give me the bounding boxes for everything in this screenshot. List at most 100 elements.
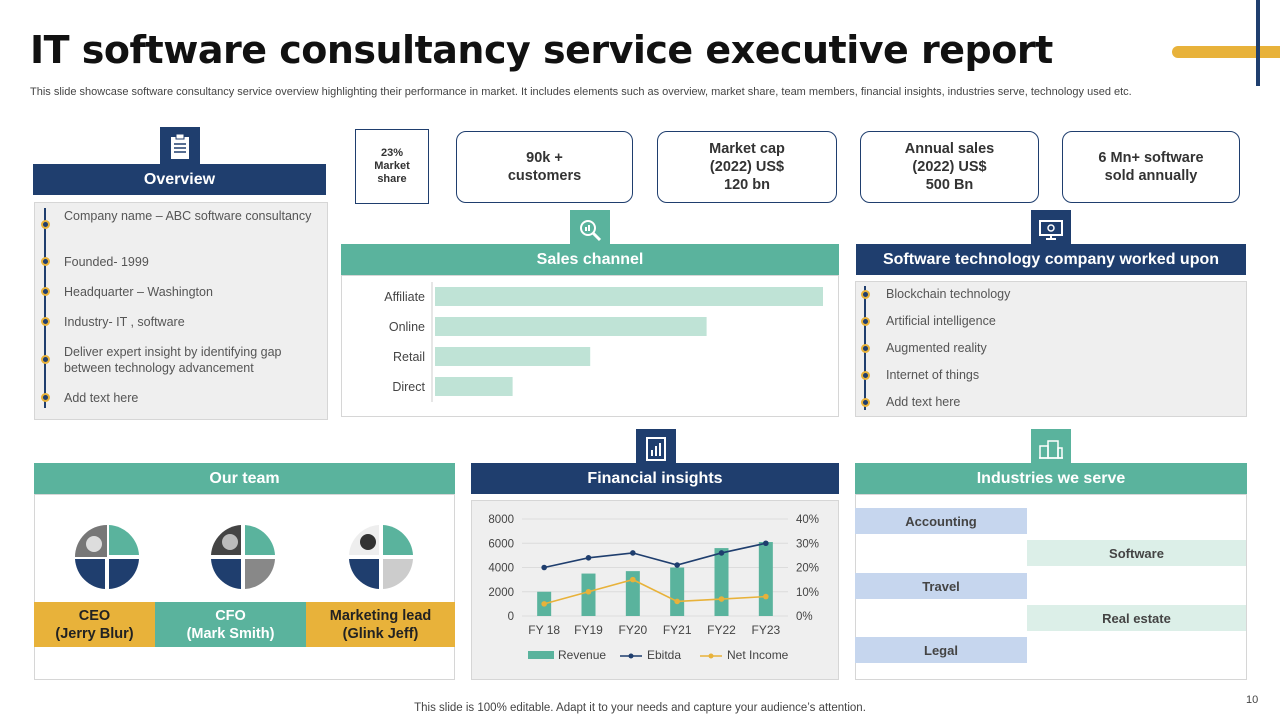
kpi-annual-sales: Annual sales (2022) US$ 500 Bn	[860, 131, 1039, 203]
category-label: Affiliate	[384, 290, 425, 304]
technology-panel	[855, 281, 1247, 417]
decorative-line	[1256, 0, 1260, 86]
overview-timeline	[44, 208, 46, 408]
net-income-point	[585, 588, 592, 595]
page-subtitle: This slide showcase software consultancy…	[30, 86, 1132, 98]
y-tick-right: 20%	[796, 563, 819, 575]
team-member-marketing: Marketing lead (Glink Jeff)	[306, 602, 455, 647]
bullet-icon	[41, 287, 50, 296]
x-tick-label: FY19	[574, 623, 603, 637]
technology-item: Blockchain technology	[886, 287, 1011, 301]
ebitda-point	[674, 562, 680, 568]
ebitda-point	[630, 550, 636, 556]
x-tick-label: FY20	[618, 623, 647, 637]
revenue-bar	[714, 548, 729, 616]
team-member-ceo: CEO (Jerry Blur)	[34, 602, 155, 647]
avatar	[348, 524, 414, 595]
y-tick-left: 0	[508, 611, 514, 623]
industries-header: Industries we serve	[855, 463, 1247, 494]
financial-header: Financial insights	[471, 463, 839, 494]
sales-channel-header: Sales channel	[341, 244, 839, 275]
avatar	[210, 524, 276, 595]
net-income-point	[718, 596, 725, 602]
technology-item: Internet of things	[886, 368, 980, 382]
page-title: IT software consultancy service executiv…	[30, 28, 1053, 72]
bullet-icon	[41, 257, 50, 266]
legend-revenue-swatch	[528, 651, 554, 659]
ebitda-point	[585, 555, 592, 561]
net-income-point	[541, 601, 547, 607]
overview-item: Headquarter – Washington	[64, 285, 213, 299]
overview-header: Overview	[33, 164, 326, 195]
sales-channel-chart: Affiliate Online Retail Direct	[384, 282, 823, 402]
decorative-bar	[1172, 46, 1280, 58]
y-tick-left: 6000	[488, 538, 514, 550]
x-tick-label: FY 18	[528, 623, 560, 637]
y-tick-right: 40%	[796, 514, 819, 526]
bar-direct	[435, 377, 513, 396]
category-label: Retail	[393, 350, 425, 364]
bullet-icon	[861, 398, 870, 407]
legend-net-income-marker	[708, 653, 714, 659]
legend-revenue: Revenue	[558, 648, 606, 662]
bar-affiliate	[435, 287, 823, 306]
bullet-icon	[861, 371, 870, 380]
revenue-bar	[625, 571, 640, 616]
industry-item: Software	[1027, 540, 1246, 566]
technology-item: Augmented reality	[886, 341, 987, 355]
revenue-bar	[758, 542, 773, 616]
team-header: Our team	[34, 463, 455, 494]
overview-item: Founded- 1999	[64, 255, 149, 269]
overview-panel	[34, 202, 328, 420]
ebitda-line	[543, 542, 767, 569]
category-label: Online	[389, 320, 425, 334]
revenue-bar	[581, 573, 596, 616]
ebitda-point	[718, 550, 725, 556]
team-member-cfo: CFO (Mark Smith)	[155, 602, 306, 647]
bullet-icon	[41, 355, 50, 364]
legend-net-income: Net Income	[727, 648, 789, 662]
industry-item: Legal	[855, 637, 1027, 663]
bullet-icon	[41, 317, 50, 326]
bullet-icon	[861, 344, 870, 353]
industry-item: Real estate	[1027, 605, 1246, 631]
financial-chart: 0 0% 2000 10% 4000 20% 6000 30% 8000 40% FY 18 FY19…	[488, 514, 819, 662]
buildings-icon	[1031, 429, 1071, 469]
bullet-icon	[861, 317, 870, 326]
kpi-market-cap: Market cap (2022) US$ 120 bn	[657, 131, 837, 203]
ebitda-point	[763, 540, 769, 547]
bullet-icon	[41, 393, 50, 402]
legend-ebitda-marker	[628, 653, 634, 659]
industry-item: Accounting	[855, 508, 1027, 534]
clipboard-icon	[160, 127, 200, 167]
page-number: 10	[1246, 694, 1259, 706]
kpi-customers: 90k + customers	[456, 131, 633, 203]
bar-online	[435, 317, 707, 336]
y-tick-right: 30%	[796, 538, 819, 550]
technology-item: Artificial intelligence	[886, 314, 996, 328]
sales-channel-panel: Affiliate Online Retail Direct	[341, 275, 839, 417]
net-income-point	[763, 593, 769, 600]
y-tick-left: 8000	[488, 514, 514, 526]
bullet-icon	[861, 290, 870, 299]
financial-panel: 0 0% 2000 10% 4000 20% 6000 30% 8000 40% FY 18 FY19…	[471, 500, 839, 680]
y-tick-left: 2000	[488, 587, 514, 599]
overview-item: Industry- IT , software	[64, 315, 185, 329]
magnifier-icon	[570, 210, 610, 250]
x-tick-label: FY22	[707, 623, 736, 637]
x-tick-label: FY21	[663, 623, 692, 637]
report-icon	[636, 429, 676, 469]
technology-header: Software technology company worked upon	[856, 244, 1246, 275]
industry-item: Travel	[855, 573, 1027, 599]
bullet-icon	[41, 220, 50, 229]
ebitda-point	[541, 564, 547, 571]
net-income-point	[630, 576, 636, 583]
net-income-line	[543, 578, 766, 605]
footer-note: This slide is 100% editable. Adapt it to…	[414, 702, 866, 714]
overview-item: Deliver expert insight by identifying ga…	[64, 345, 282, 375]
y-tick-right: 10%	[796, 587, 819, 599]
overview-item: Add text here	[64, 391, 139, 405]
avatar	[74, 524, 140, 595]
overview-item: Company name – ABC software consultancy	[64, 209, 312, 223]
x-tick-label: FY23	[751, 623, 780, 637]
